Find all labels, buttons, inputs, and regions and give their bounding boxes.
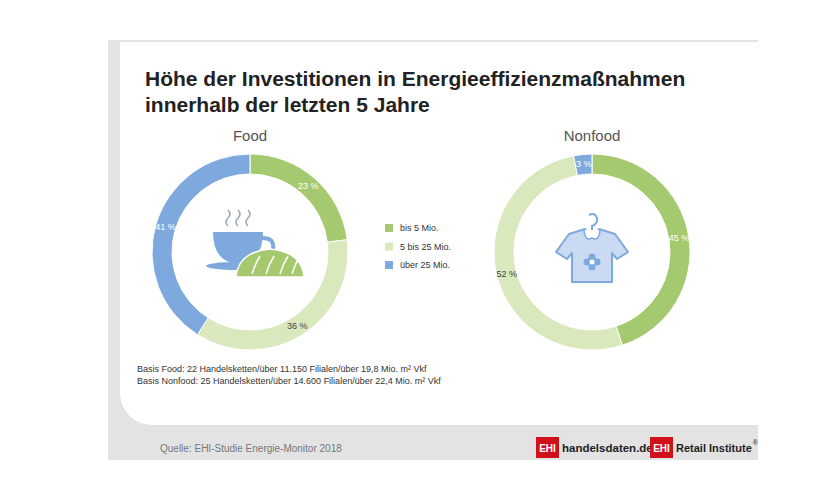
flower-center [590,260,595,265]
legend-swatch [385,224,393,232]
data-label: 36 % [287,321,308,331]
data-label: 45 % [669,233,690,243]
slice [197,240,348,350]
slice [250,154,347,242]
title: innerhalb der letzten 5 Jahre [145,93,430,116]
collar [584,230,600,239]
logo-box [536,437,559,458]
bread-line [280,256,288,274]
note: Basis Food: 22 Handelsketten/über 11.150… [137,364,427,374]
flower-petal [589,254,596,261]
data-label: 3 % [576,159,592,169]
legend-label: bis 5 Mio. [400,223,439,233]
logo-box [650,437,673,458]
steam [246,210,250,226]
bread-line [252,256,260,274]
chart: Nonfood 45 % 52 % 3 % [494,127,690,350]
slice [574,154,592,175]
page: Höhe der Investitionen in Energieeffizie… [0,0,840,503]
bread-line [266,256,274,274]
note: Basis Nonfood: 25 Handelsketten/über 14.… [137,376,441,386]
legend: bis 5 Mio. 5 bis 25 Mio. über 25 Mio. [385,223,451,270]
flower-petal [594,259,601,266]
slices [152,154,348,350]
steam [236,210,240,226]
logo: EHI Retail Institute® [650,437,759,458]
flower-petal [584,259,591,266]
hanger [589,214,597,232]
legend-swatch [385,243,393,251]
logo-mark: EHI [653,443,670,454]
card [120,42,758,425]
data-label: 23 % [298,181,319,191]
legend-label: über 25 Mio. [400,260,450,270]
card-frame [108,40,758,460]
logo-sup: ® [753,439,759,446]
logo-text: handelsdaten.de [562,442,653,454]
source: Quelle: EHI-Studie Energie-Monitor 2018 [160,443,342,454]
legend-label: 5 bis 25 Mio. [400,242,451,252]
data-label: 41 % [155,222,176,232]
title: Höhe der Investitionen in Energieeffizie… [145,67,685,90]
shirt [556,229,628,282]
data-labels: 23 % 36 % 41 % [155,181,318,331]
logo: EHI handelsdaten.de [536,437,653,458]
bread-line [292,256,300,274]
legend-swatch [385,261,393,269]
flower-petal [589,264,596,271]
data-labels: 45 % 52 % 3 % [497,159,690,278]
data-label: 52 % [497,269,518,279]
bread [236,249,304,277]
logo-mark: EHI [539,443,556,454]
chart: Food 23 % 36 % 41 % bis 5 Mio. 5 bis 25 Mio. ü… [152,127,451,350]
slices [494,154,690,350]
steam [226,210,230,226]
icons [206,210,628,282]
logo-text: Retail Institute [676,442,752,454]
chart-title: Food [233,127,267,144]
chart-title: Nonfood [564,127,621,144]
